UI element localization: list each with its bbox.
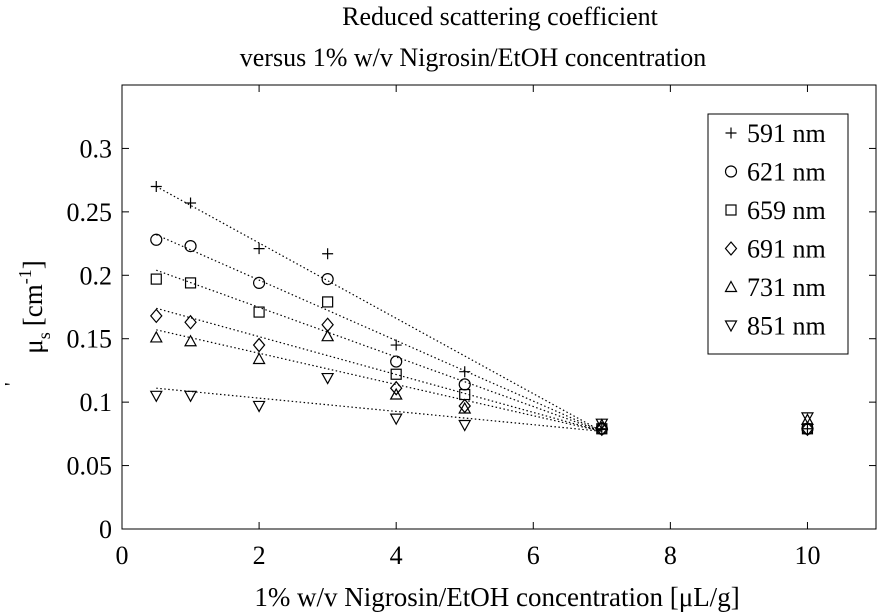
- data-point-691-nm: [389, 380, 403, 396]
- data-point-731-nm: [458, 401, 472, 414]
- y-tick-label: 0: [99, 515, 112, 544]
- legend-label: 731 nm: [747, 273, 826, 302]
- fit-line-851-nm: [156, 387, 602, 432]
- x-tick-label: 6: [527, 541, 540, 570]
- fit-line-731-nm: [156, 329, 602, 432]
- x-tick-label: 8: [664, 541, 677, 570]
- x-tick-label: 0: [116, 541, 129, 570]
- legend-label: 851 nm: [747, 312, 826, 341]
- legend-marker-diamond: [724, 241, 738, 256]
- fit-line-659-nm: [156, 269, 603, 432]
- data-point-851-nm: [184, 390, 198, 403]
- legend-marker-triangle-down: [724, 320, 738, 333]
- y-tick-label: 0.25: [67, 198, 113, 227]
- y-tick-label: 0.15: [67, 325, 113, 354]
- legend-marker-plus: [725, 127, 737, 139]
- axis-ticks: 0 2 4 6 8 10 0 0.05 0.1 0.15 0.2 0.25 0.3: [67, 85, 876, 570]
- data-point-621-nm: [321, 272, 334, 286]
- data-point-591-nm: [150, 180, 162, 192]
- data-point-731-nm: [252, 352, 266, 365]
- data-point-851-nm: [595, 418, 609, 431]
- x-tick-label: 4: [390, 541, 403, 570]
- data-point-659-nm: [253, 306, 265, 318]
- data-points: [149, 180, 814, 437]
- y-axis-label-close: ]: [18, 260, 48, 269]
- data-point-851-nm: [149, 390, 163, 403]
- data-point-659-nm: [390, 368, 402, 380]
- legend: 591 nm 621 nm 659 nm 691 nm 731 nm 851 nm: [707, 113, 849, 355]
- legend-label: 621 nm: [747, 158, 826, 187]
- data-point-591-nm: [322, 248, 334, 260]
- legend-marker-square: [725, 204, 737, 216]
- y-axis-label: μs [cm-1] ': [1, 260, 54, 386]
- x-axis-label: 1% w/v Nigrosin/EtOH concentration [μL/g…: [254, 582, 739, 612]
- data-point-731-nm: [149, 330, 163, 343]
- data-point-851-nm: [458, 419, 472, 432]
- plot-frame: [121, 84, 877, 530]
- data-point-591-nm: [459, 366, 471, 378]
- data-point-691-nm: [149, 308, 163, 324]
- x-tick-label: 10: [794, 541, 820, 570]
- legend-label: 691 nm: [747, 235, 826, 264]
- data-point-621-nm: [150, 233, 163, 246]
- data-point-731-nm: [389, 387, 403, 400]
- legend-marker-circle: [724, 165, 738, 178]
- legend-marker-triangle-up: [724, 280, 738, 293]
- fit-lines: [155, 185, 603, 432]
- fit-line-621-nm: [156, 234, 603, 432]
- svg-text:μs[cm-1]: μs [cm-1]: [15, 260, 54, 353]
- data-point-621-nm: [390, 355, 403, 368]
- data-point-851-nm: [389, 413, 403, 426]
- chart-title-line1: Reduced scattering coefficient: [342, 2, 658, 31]
- data-point-691-nm: [252, 337, 266, 353]
- legend-box: [707, 113, 849, 355]
- fit-line-591-nm: [155, 185, 603, 432]
- data-point-691-nm: [801, 421, 814, 437]
- y-axis-label-prime: ': [1, 382, 23, 386]
- data-point-591-nm: [390, 339, 402, 351]
- data-point-659-nm: [184, 277, 197, 289]
- data-point-591-nm: [801, 423, 813, 435]
- chart-title-line2: versus 1% w/v Nigrosin/EtOH concentratio…: [240, 43, 706, 72]
- data-point-731-nm: [321, 329, 335, 342]
- y-axis-label-exponent: -1: [15, 269, 35, 284]
- data-point-659-nm: [150, 273, 162, 285]
- data-point-851-nm: [800, 412, 814, 425]
- legend-label: 591 nm: [747, 119, 826, 148]
- data-point-851-nm: [252, 400, 266, 413]
- data-point-659-nm: [322, 296, 334, 308]
- y-axis-label-subscript: s: [34, 332, 54, 339]
- y-tick-label: 0.2: [80, 261, 113, 290]
- data-point-621-nm: [184, 240, 197, 253]
- data-point-851-nm: [321, 372, 335, 385]
- legend-label: 659 nm: [747, 196, 826, 225]
- x-tick-label: 2: [253, 541, 266, 570]
- y-axis-label-unit: [cm: [18, 284, 48, 326]
- y-tick-label: 0.3: [80, 134, 113, 163]
- y-tick-label: 0.1: [80, 388, 113, 417]
- y-tick-label: 0.05: [67, 452, 113, 481]
- data-point-591-nm: [185, 197, 197, 209]
- data-point-591-nm: [253, 243, 265, 255]
- y-axis-label-symbol: μ: [18, 339, 48, 353]
- data-point-731-nm: [184, 334, 198, 347]
- fit-line-691-nm: [156, 307, 602, 432]
- data-point-731-nm: [800, 413, 814, 426]
- data-point-621-nm: [252, 276, 266, 289]
- data-point-691-nm: [184, 314, 197, 330]
